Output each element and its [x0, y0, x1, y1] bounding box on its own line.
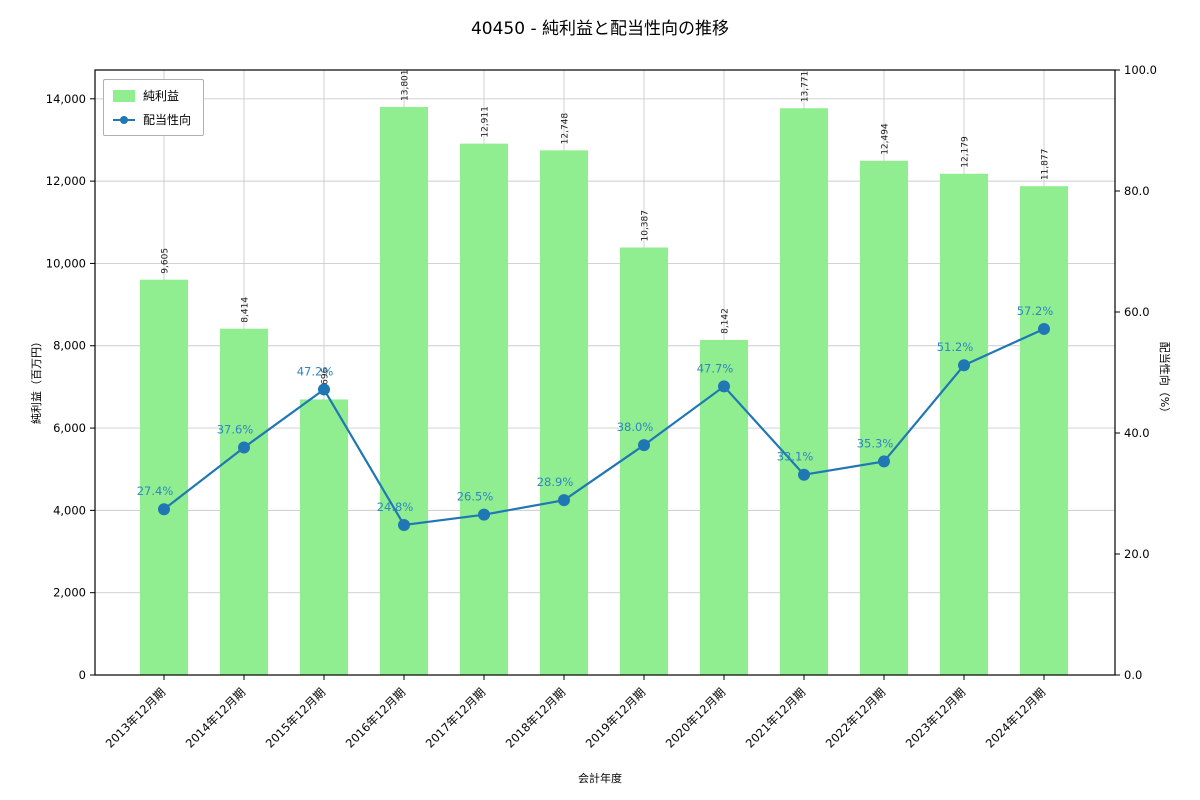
- svg-text:60.0: 60.0: [1124, 305, 1150, 319]
- svg-text:2023年12月期: 2023年12月期: [903, 685, 968, 750]
- svg-text:37.6%: 37.6%: [217, 423, 254, 437]
- svg-text:2014年12月期: 2014年12月期: [183, 685, 248, 750]
- svg-text:2020年12月期: 2020年12月期: [663, 685, 728, 750]
- svg-text:0: 0: [79, 668, 86, 682]
- y-axis-label-right: 配当性向（%）: [1158, 341, 1171, 419]
- svg-text:2,000: 2,000: [53, 586, 86, 600]
- x-axis-label: 会計年度: [578, 772, 622, 785]
- pct-labels: 27.4% 37.6% 47.2% 24.8% 26.5% 28.9% 38.0% 47.7%…: [137, 304, 1054, 514]
- x-axis-ticks: 2013年12月期 2014年12月期 2015年12月期 2016年12月期 2017…: [103, 675, 1048, 751]
- svg-text:9,605: 9,605: [161, 248, 171, 274]
- bar-swatch-icon: [113, 89, 135, 102]
- svg-text:2017年12月期: 2017年12月期: [423, 685, 488, 750]
- svg-text:6,000: 6,000: [53, 421, 86, 435]
- legend-item-payout: 配当性向: [113, 111, 191, 128]
- svg-text:47.2%: 47.2%: [297, 364, 334, 378]
- line-marker-icon: [113, 114, 135, 126]
- svg-text:47.7%: 47.7%: [697, 361, 734, 375]
- svg-text:13,771: 13,771: [801, 71, 811, 103]
- svg-text:24.8%: 24.8%: [377, 500, 414, 514]
- svg-text:12,494: 12,494: [881, 123, 891, 155]
- chart-title: 40450 - 純利益と配当性向の推移: [470, 19, 730, 39]
- svg-text:2024年12月期: 2024年12月期: [983, 685, 1048, 750]
- svg-text:51.2%: 51.2%: [937, 340, 974, 354]
- bar-series: [140, 106, 1068, 676]
- svg-text:33.1%: 33.1%: [777, 450, 814, 464]
- svg-text:2013年12月期: 2013年12月期: [103, 685, 168, 750]
- plot-border: [94, 69, 1116, 676]
- svg-text:14,000: 14,000: [46, 92, 86, 106]
- line-series: [163, 327, 1045, 527]
- svg-text:10,387: 10,387: [641, 210, 651, 242]
- chart-legend: 純利益 配当性向: [103, 79, 205, 136]
- legend-label-payout: 配当性向: [143, 113, 192, 127]
- svg-text:12,748: 12,748: [561, 113, 571, 145]
- svg-text:2021年12月期: 2021年12月期: [743, 685, 808, 750]
- y-axis-left-ticks: 0 2,000 4,000 6,000 8,000 10,000 12,000 14,000: [46, 92, 95, 682]
- svg-text:8,414: 8,414: [241, 297, 251, 323]
- svg-text:38.0%: 38.0%: [617, 420, 654, 434]
- legend-label-netprofit: 純利益: [143, 89, 180, 103]
- svg-text:8,142: 8,142: [721, 308, 731, 334]
- y-axis-right-ticks: 0.0 20.0 40.0 60.0 80.0 100.0: [1115, 63, 1157, 682]
- svg-text:2015年12月期: 2015年12月期: [263, 685, 328, 750]
- svg-text:4,000: 4,000: [53, 503, 86, 517]
- svg-text:2019年12月期: 2019年12月期: [583, 685, 648, 750]
- svg-text:2016年12月期: 2016年12月期: [343, 685, 408, 750]
- svg-text:10,000: 10,000: [46, 256, 86, 270]
- legend-item-netprofit: 純利益: [113, 87, 191, 104]
- svg-text:27.4%: 27.4%: [137, 484, 174, 498]
- svg-text:0.0: 0.0: [1124, 668, 1142, 682]
- svg-text:13,801: 13,801: [401, 69, 411, 101]
- svg-text:100.0: 100.0: [1124, 63, 1157, 77]
- line-markers: [158, 322, 1050, 531]
- bar-value-labels: 9,605 8,414 6,696 13,801 12,911 12,748 10,387 8…: [161, 69, 1051, 393]
- svg-text:6,696: 6,696: [321, 367, 331, 393]
- svg-text:12,911: 12,911: [481, 106, 491, 138]
- y-axis-label-left: 純利益（百万円）: [30, 336, 43, 424]
- svg-text:12,000: 12,000: [46, 174, 86, 188]
- svg-text:26.5%: 26.5%: [457, 490, 494, 504]
- svg-text:8,000: 8,000: [53, 339, 86, 353]
- svg-text:20.0: 20.0: [1124, 547, 1150, 561]
- svg-text:28.9%: 28.9%: [537, 475, 574, 489]
- svg-text:2018年12月期: 2018年12月期: [503, 685, 568, 750]
- svg-text:2022年12月期: 2022年12月期: [823, 685, 888, 750]
- svg-text:40.0: 40.0: [1124, 426, 1150, 440]
- svg-text:57.2%: 57.2%: [1017, 304, 1054, 318]
- svg-text:80.0: 80.0: [1124, 184, 1150, 198]
- svg-text:35.3%: 35.3%: [857, 436, 894, 450]
- svg-text:11,877: 11,877: [1041, 149, 1051, 181]
- svg-text:12,179: 12,179: [961, 136, 971, 168]
